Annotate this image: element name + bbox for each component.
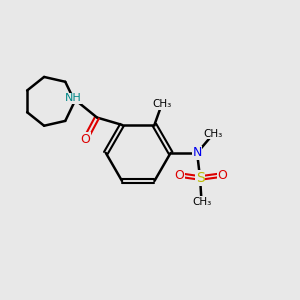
Text: O: O: [175, 169, 184, 182]
Text: O: O: [80, 133, 90, 146]
Text: NH: NH: [65, 93, 82, 103]
Text: CH₃: CH₃: [192, 196, 211, 206]
Text: O: O: [217, 169, 227, 182]
Text: S: S: [196, 171, 204, 185]
Text: CH₃: CH₃: [204, 129, 223, 139]
Text: CH₃: CH₃: [152, 99, 171, 109]
Text: N: N: [192, 146, 202, 159]
